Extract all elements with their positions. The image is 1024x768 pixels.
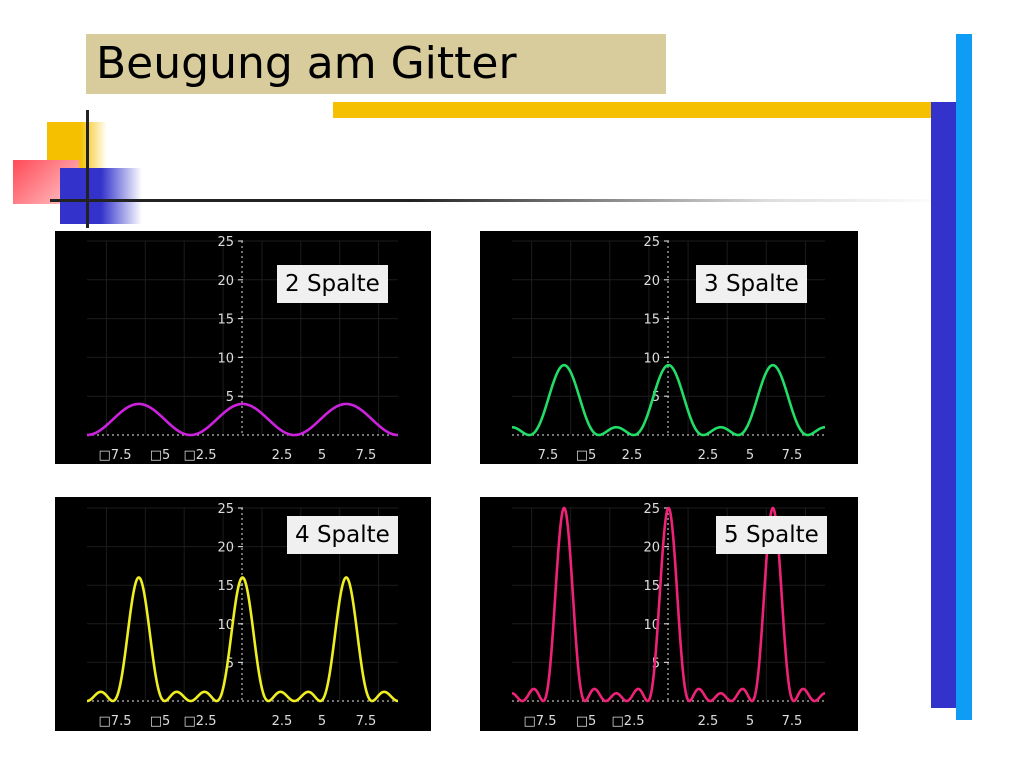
chart-title-3-spalte: 3 Spalte <box>696 265 807 303</box>
x-tick-label: 7.5 <box>538 448 559 463</box>
x-tick-label: 5 <box>746 448 754 463</box>
y-tick-label: 5 <box>226 656 234 671</box>
y-tick-label: 5 <box>226 390 234 405</box>
y-tick-label: 20 <box>643 274 660 289</box>
decor-vertical-line <box>86 110 89 228</box>
y-tick-label: 15 <box>643 313 660 328</box>
y-tick-label: 15 <box>643 579 660 594</box>
x-tick-label: □2.5 <box>184 714 217 729</box>
series-line-4-spalte <box>86 576 399 703</box>
y-tick-label: 20 <box>217 274 234 289</box>
y-tick-label: 25 <box>217 502 234 517</box>
x-tick-label: 7.5 <box>356 448 377 463</box>
series-line-3-spalte <box>511 363 826 437</box>
x-tick-label: □2.5 <box>612 714 645 729</box>
x-tick-label: 5 <box>746 714 754 729</box>
x-tick-label: 7.5 <box>782 714 803 729</box>
decor-yellow-bar <box>333 102 931 118</box>
decor-blue-dark-bar <box>931 102 956 708</box>
chart-panel-5-spalte: 5 10 15 20 25 □7.5 □5 □2.5 2.5 5 7.5 5 Spalte <box>480 497 858 731</box>
chart-title-2-spalte: 2 Spalte <box>277 265 388 303</box>
chart-panel-4-spalte: 5 10 15 20 25 □7.5 □5 □2.5 2.5 5 7.5 4 Spalte <box>55 497 431 731</box>
x-tick-label: 2.5 <box>698 448 719 463</box>
x-tick-label: □7.5 <box>524 714 557 729</box>
y-tick-label: 15 <box>217 313 234 328</box>
y-tick-label: 25 <box>643 235 660 250</box>
series-line-5-spalte <box>511 506 826 703</box>
x-tick-label: 2.5 <box>272 448 293 463</box>
chart-title-4-spalte: 4 Spalte <box>287 516 398 554</box>
y-tick-label: 5 <box>652 390 660 405</box>
x-tick-label: 5 <box>318 714 326 729</box>
decor-horizontal-line <box>50 199 950 202</box>
x-tick-label: 7.5 <box>356 714 377 729</box>
y-tick-label: 10 <box>643 351 660 366</box>
x-tick-label: 2.5 <box>622 448 643 463</box>
x-tick-label: □5 <box>150 448 171 463</box>
x-tick-label: □2.5 <box>184 448 217 463</box>
chart-title-5-spalte: 5 Spalte <box>716 516 827 554</box>
slide-title: Beugung am Gitter <box>96 38 517 89</box>
title-box: Beugung am Gitter <box>86 34 666 94</box>
x-tick-label: 5 <box>318 448 326 463</box>
y-tick-label: 10 <box>643 618 660 633</box>
decor-blue-light-bar <box>956 34 972 720</box>
x-tick-label: □5 <box>150 714 171 729</box>
chart-svg-2-spalte: 5 10 15 20 25 □7.5 □5 □2.5 2.5 5 7.5 <box>55 231 431 464</box>
x-tick-label: □5 <box>576 714 597 729</box>
decor-blue-square <box>60 168 142 224</box>
y-tick-label: 20 <box>217 541 234 556</box>
y-tick-label: 10 <box>217 351 234 366</box>
x-tick-label: 2.5 <box>272 714 293 729</box>
x-tick-label: □5 <box>576 448 597 463</box>
y-tick-label: 25 <box>643 502 660 517</box>
chart-panel-2-spalte: 5 10 15 20 25 □7.5 □5 □2.5 2.5 5 7.5 2 Spalte <box>55 231 431 464</box>
series-line-2-spalte <box>86 402 399 437</box>
x-tick-label: □7.5 <box>99 448 132 463</box>
y-tick-label: 10 <box>217 618 234 633</box>
y-tick-label: 15 <box>217 579 234 594</box>
chart-svg-4-spalte: 5 10 15 20 25 □7.5 □5 □2.5 2.5 5 7.5 <box>55 497 431 731</box>
x-tick-label: □7.5 <box>99 714 132 729</box>
x-tick-label: 2.5 <box>698 714 719 729</box>
x-tick-label: 7.5 <box>782 448 803 463</box>
y-tick-label: 25 <box>217 235 234 250</box>
chart-panel-3-spalte: 5 10 15 20 25 7.5 □5 2.5 2.5 5 7.5 3 Spalte <box>480 231 858 464</box>
y-tick-label: 20 <box>643 541 660 556</box>
